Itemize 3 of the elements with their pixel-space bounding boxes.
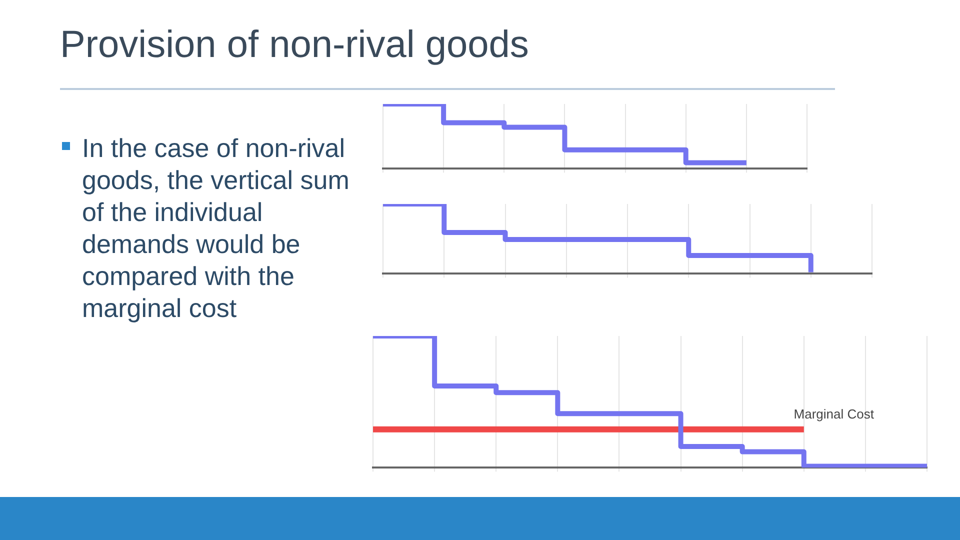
series-label: Marginal Cost <box>794 406 874 422</box>
chart-title: Provision of non-rival goods <box>60 24 529 67</box>
text: In the case of non-rival goods, the vertical sum of the individual demands would be compared with the marginal cost <box>62 132 352 324</box>
